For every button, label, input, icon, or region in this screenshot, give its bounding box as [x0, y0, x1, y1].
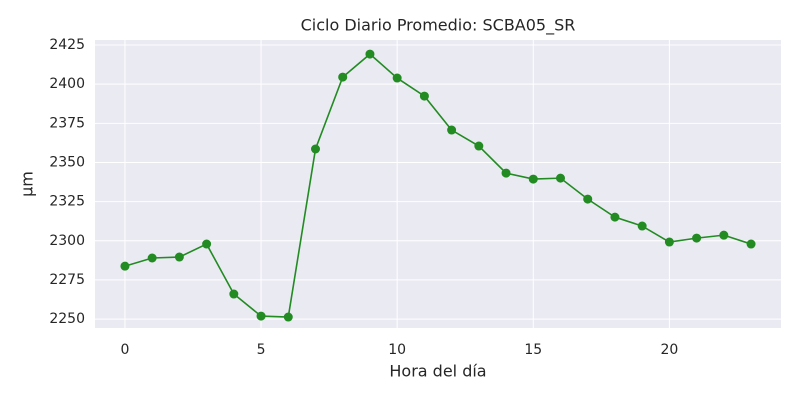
point: [637, 221, 647, 231]
point: [283, 312, 293, 322]
point: [392, 73, 402, 83]
x-tick-label: 10: [388, 342, 406, 358]
x-tick-label: 0: [120, 342, 129, 358]
x-axis-label: Hora del día: [389, 362, 486, 381]
y-tick-label: 2275: [49, 272, 85, 288]
chart-title: Ciclo Diario Promedio: SCBA05_SR: [301, 16, 576, 36]
y-tick-label: 2400: [49, 76, 85, 92]
point: [202, 239, 212, 249]
y-tick-label: 2375: [49, 115, 85, 131]
point: [419, 91, 429, 101]
point: [528, 174, 538, 184]
point: [311, 144, 320, 154]
point: [692, 233, 702, 243]
x-tick-label: 15: [524, 342, 542, 358]
point: [583, 194, 593, 204]
y-tick-label: 2425: [49, 37, 85, 53]
x-tick-label: 5: [257, 342, 266, 358]
plot-area: [95, 40, 781, 328]
point: [664, 237, 674, 247]
point: [147, 253, 157, 263]
y-tick-label: 2250: [49, 311, 85, 327]
point: [447, 125, 457, 135]
point: [338, 72, 348, 82]
point: [174, 252, 184, 262]
y-axis-label: µm: [18, 171, 37, 197]
point: [501, 168, 511, 178]
point: [120, 261, 130, 271]
point: [610, 212, 620, 222]
point: [365, 49, 375, 59]
point: [556, 173, 565, 183]
point: [256, 311, 266, 321]
x-tick-label: 20: [660, 342, 678, 358]
y-tick-label: 2325: [49, 194, 85, 210]
y-tick-label: 2350: [49, 154, 85, 170]
point: [719, 230, 729, 240]
point: [474, 141, 484, 151]
y-tick-label: 2300: [49, 233, 85, 249]
line: [124, 53, 752, 318]
point: [746, 239, 756, 249]
point: [229, 289, 239, 299]
